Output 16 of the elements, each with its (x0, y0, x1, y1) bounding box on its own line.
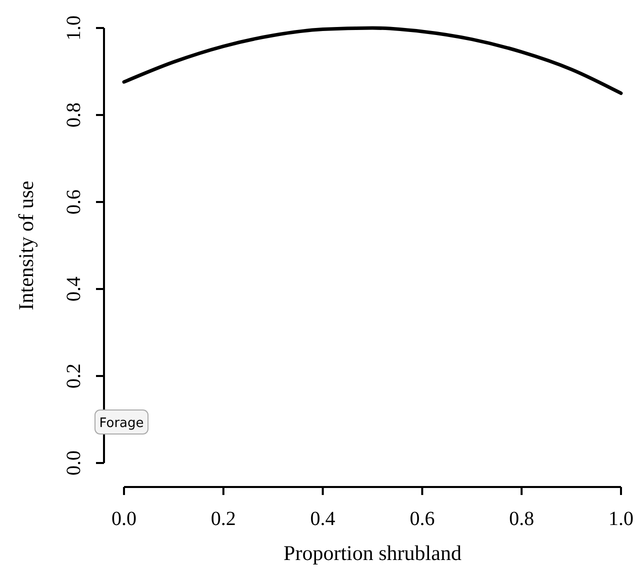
y-tick-label: 0.2 (63, 364, 85, 388)
x-axis-title: Proportion shrubland (284, 541, 462, 565)
x-tick-label: 1.0 (608, 508, 634, 530)
x-tick-label: 0.0 (112, 508, 136, 530)
y-axis-title: Intensity of use (14, 180, 38, 310)
y-tick-label: 0.8 (63, 102, 85, 128)
y-tick-label: 0.0 (63, 450, 85, 476)
x-tick-label: 0.2 (210, 508, 236, 530)
y-tick-label: 0.6 (63, 190, 85, 214)
x-tick-label: 0.6 (410, 508, 435, 530)
line-series (122, 26, 623, 95)
x-tick-label: 0.4 (310, 508, 336, 530)
y-tick-label: 1.0 (63, 16, 85, 40)
annotation: Forage (99, 416, 144, 431)
y-tick-label: 0.4 (63, 276, 85, 302)
x-tick-label: 0.8 (509, 508, 534, 530)
